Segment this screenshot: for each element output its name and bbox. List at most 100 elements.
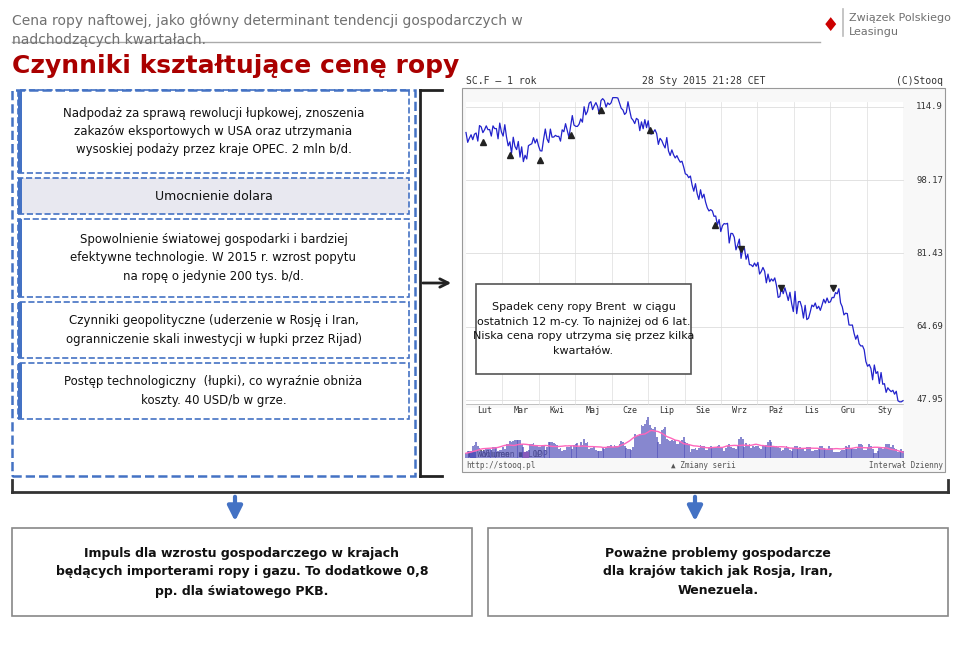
Text: Interwał Dzienny: Interwał Dzienny <box>869 461 943 470</box>
Text: Cze: Cze <box>622 406 637 415</box>
Text: Związek Polskiego
Leasingu: Związek Polskiego Leasingu <box>849 13 950 37</box>
Bar <box>736 446 738 458</box>
Text: Czynniki kształtujące cenę ropy: Czynniki kształtujące cenę ropy <box>12 54 459 78</box>
Bar <box>634 434 636 458</box>
Bar <box>876 451 878 458</box>
Bar <box>18 90 409 173</box>
Bar <box>799 448 801 458</box>
Bar <box>711 447 713 458</box>
Bar <box>705 450 707 458</box>
Bar <box>801 448 803 458</box>
Bar <box>845 446 847 458</box>
Text: Paź: Paź <box>768 406 783 415</box>
Bar <box>658 442 660 458</box>
Bar <box>811 450 813 458</box>
Bar <box>765 445 767 458</box>
Bar <box>723 451 725 458</box>
Bar <box>649 425 651 458</box>
Bar <box>860 444 862 458</box>
Bar <box>847 447 849 458</box>
Bar <box>516 440 517 458</box>
Bar <box>696 450 698 458</box>
Bar <box>472 446 473 458</box>
Bar <box>566 447 568 458</box>
Bar <box>767 442 769 458</box>
Bar <box>631 450 633 458</box>
Bar <box>506 444 508 458</box>
Bar <box>882 449 883 458</box>
Bar <box>684 442 686 458</box>
Bar <box>703 446 705 458</box>
Text: Lut: Lut <box>477 406 492 415</box>
Bar <box>899 451 900 458</box>
Bar <box>865 450 867 458</box>
Bar <box>18 178 22 214</box>
Bar <box>764 446 765 458</box>
Bar <box>678 444 680 458</box>
Bar <box>713 448 715 458</box>
Bar <box>607 446 609 458</box>
Bar <box>646 420 647 458</box>
Bar <box>491 450 492 458</box>
Bar <box>840 451 842 458</box>
Text: Lip: Lip <box>659 406 674 415</box>
Bar <box>681 440 683 458</box>
Bar <box>486 450 487 458</box>
Bar <box>653 429 654 458</box>
Text: 64.69: 64.69 <box>916 322 943 331</box>
Bar <box>609 446 611 458</box>
Bar <box>632 448 634 458</box>
Bar <box>854 449 856 458</box>
Bar <box>890 448 892 458</box>
Bar <box>869 444 870 458</box>
Bar <box>803 448 804 458</box>
Bar <box>499 450 501 458</box>
Bar <box>556 446 558 458</box>
Bar <box>693 449 695 458</box>
Bar <box>595 450 597 458</box>
Bar <box>870 446 872 458</box>
Bar <box>549 442 551 458</box>
Bar <box>722 448 724 458</box>
Bar <box>673 442 675 458</box>
Bar <box>541 446 542 458</box>
Bar <box>500 450 502 458</box>
Bar <box>587 442 588 458</box>
Text: ■: ■ <box>521 450 529 459</box>
Bar <box>896 449 898 458</box>
Bar <box>568 448 570 458</box>
Bar <box>611 445 612 458</box>
Bar <box>667 440 669 458</box>
Bar <box>585 443 587 458</box>
Bar <box>878 448 880 458</box>
Bar <box>591 448 593 458</box>
Bar <box>733 448 735 458</box>
Bar <box>18 178 409 214</box>
Bar <box>546 447 548 458</box>
Bar <box>580 442 582 458</box>
Bar <box>730 447 732 458</box>
Bar <box>600 451 602 458</box>
Bar <box>752 446 754 458</box>
Bar <box>615 446 617 458</box>
Bar <box>771 442 772 458</box>
Bar <box>502 447 504 458</box>
Bar <box>484 450 486 458</box>
Bar <box>674 440 676 458</box>
Bar <box>885 444 887 458</box>
Bar <box>806 448 807 458</box>
Bar <box>784 448 786 458</box>
Text: (C)Stooq: (C)Stooq <box>896 76 943 86</box>
Text: LOP: LOP <box>533 450 547 459</box>
Bar <box>757 446 758 458</box>
Bar <box>522 447 524 458</box>
Bar <box>676 444 678 458</box>
Bar <box>689 452 691 458</box>
Bar <box>732 448 733 458</box>
Bar <box>625 448 627 458</box>
Text: http://stooq.pl: http://stooq.pl <box>466 461 536 470</box>
Text: Wrz: Wrz <box>732 406 747 415</box>
Bar <box>620 441 622 458</box>
Bar <box>747 445 749 458</box>
Bar <box>720 448 722 458</box>
